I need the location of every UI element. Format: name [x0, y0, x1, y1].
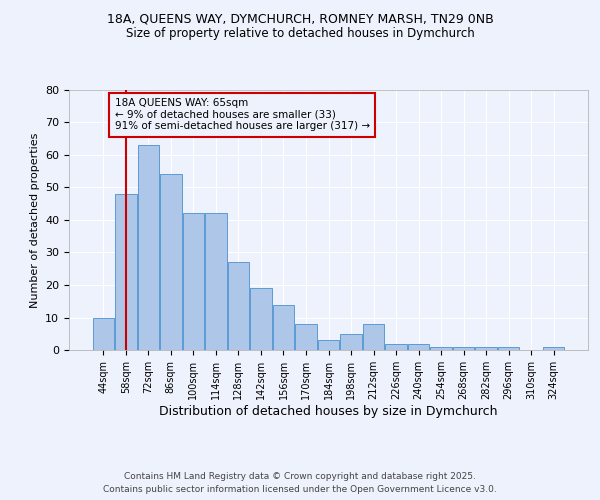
- Bar: [363, 324, 384, 350]
- Text: Contains HM Land Registry data © Crown copyright and database right 2025.: Contains HM Land Registry data © Crown c…: [124, 472, 476, 481]
- Y-axis label: Number of detached properties: Number of detached properties: [29, 132, 40, 308]
- Text: Contains public sector information licensed under the Open Government Licence v3: Contains public sector information licen…: [103, 485, 497, 494]
- Bar: [430, 347, 452, 350]
- Bar: [92, 318, 114, 350]
- Text: 18A QUEENS WAY: 65sqm
← 9% of detached houses are smaller (33)
91% of semi-detac: 18A QUEENS WAY: 65sqm ← 9% of detached h…: [115, 98, 370, 132]
- Bar: [160, 174, 182, 350]
- Bar: [273, 304, 294, 350]
- Bar: [340, 334, 362, 350]
- Bar: [453, 347, 475, 350]
- Bar: [498, 347, 520, 350]
- Bar: [250, 288, 272, 350]
- Bar: [137, 145, 159, 350]
- Bar: [543, 347, 565, 350]
- Bar: [318, 340, 339, 350]
- Text: Size of property relative to detached houses in Dymchurch: Size of property relative to detached ho…: [125, 28, 475, 40]
- Bar: [228, 262, 249, 350]
- Bar: [295, 324, 317, 350]
- Bar: [475, 347, 497, 350]
- Text: 18A, QUEENS WAY, DYMCHURCH, ROMNEY MARSH, TN29 0NB: 18A, QUEENS WAY, DYMCHURCH, ROMNEY MARSH…: [107, 12, 493, 26]
- Bar: [115, 194, 137, 350]
- Bar: [205, 214, 227, 350]
- X-axis label: Distribution of detached houses by size in Dymchurch: Distribution of detached houses by size …: [159, 404, 498, 417]
- Bar: [182, 214, 204, 350]
- Bar: [408, 344, 429, 350]
- Bar: [385, 344, 407, 350]
